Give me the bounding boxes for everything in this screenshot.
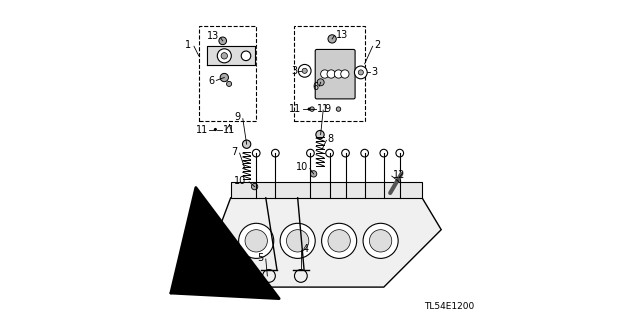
- Polygon shape: [212, 198, 441, 287]
- Text: TL54E1200: TL54E1200: [424, 302, 475, 311]
- Text: 3: 3: [291, 66, 297, 76]
- Circle shape: [252, 149, 260, 157]
- Circle shape: [287, 230, 309, 252]
- Circle shape: [310, 107, 314, 111]
- Text: 4: 4: [303, 244, 308, 254]
- Polygon shape: [230, 182, 422, 198]
- Circle shape: [317, 79, 324, 86]
- Circle shape: [219, 37, 227, 45]
- Text: 12: 12: [394, 170, 406, 180]
- Circle shape: [328, 35, 336, 43]
- Circle shape: [252, 183, 258, 190]
- Bar: [199, 26, 256, 121]
- Text: 6: 6: [208, 76, 214, 86]
- Text: 3: 3: [372, 67, 378, 78]
- Circle shape: [361, 149, 369, 157]
- Circle shape: [334, 70, 342, 78]
- Circle shape: [363, 223, 398, 258]
- Text: 11: 11: [223, 124, 236, 135]
- Circle shape: [245, 230, 268, 252]
- FancyBboxPatch shape: [316, 49, 355, 99]
- Circle shape: [271, 149, 279, 157]
- Circle shape: [340, 70, 349, 78]
- Text: 13: 13: [207, 31, 219, 41]
- Circle shape: [342, 149, 349, 157]
- Text: 8: 8: [328, 134, 334, 145]
- Text: 10: 10: [296, 162, 308, 173]
- Circle shape: [358, 70, 364, 75]
- Circle shape: [239, 223, 274, 258]
- Text: 11: 11: [289, 104, 301, 114]
- Circle shape: [220, 73, 228, 82]
- Circle shape: [326, 149, 333, 157]
- Circle shape: [327, 70, 335, 78]
- Circle shape: [302, 68, 307, 73]
- Bar: [294, 26, 365, 121]
- Circle shape: [243, 140, 251, 148]
- Circle shape: [321, 70, 329, 78]
- Text: 9: 9: [324, 104, 331, 114]
- Circle shape: [369, 230, 392, 252]
- Circle shape: [396, 149, 404, 157]
- Text: 10: 10: [234, 176, 246, 186]
- Text: 11: 11: [317, 104, 330, 114]
- Circle shape: [218, 49, 231, 63]
- Text: 5: 5: [257, 253, 263, 263]
- Circle shape: [280, 223, 316, 258]
- Circle shape: [380, 149, 388, 157]
- Text: 1: 1: [185, 40, 191, 50]
- Text: 11: 11: [195, 124, 208, 135]
- Text: 9: 9: [234, 112, 240, 122]
- Circle shape: [328, 230, 350, 252]
- Text: FR.: FR.: [179, 269, 201, 288]
- Circle shape: [310, 171, 317, 177]
- Polygon shape: [207, 46, 255, 65]
- Circle shape: [308, 108, 311, 111]
- Text: 7: 7: [231, 147, 237, 157]
- Circle shape: [316, 130, 324, 139]
- Circle shape: [221, 53, 227, 59]
- Text: 13: 13: [335, 30, 348, 40]
- Circle shape: [355, 66, 367, 79]
- Circle shape: [241, 51, 251, 61]
- Circle shape: [227, 81, 232, 86]
- Text: 6: 6: [312, 82, 318, 93]
- Circle shape: [336, 107, 340, 111]
- Circle shape: [214, 128, 217, 131]
- Circle shape: [321, 223, 356, 258]
- Circle shape: [307, 149, 314, 157]
- Text: 2: 2: [374, 40, 380, 50]
- Circle shape: [298, 64, 311, 77]
